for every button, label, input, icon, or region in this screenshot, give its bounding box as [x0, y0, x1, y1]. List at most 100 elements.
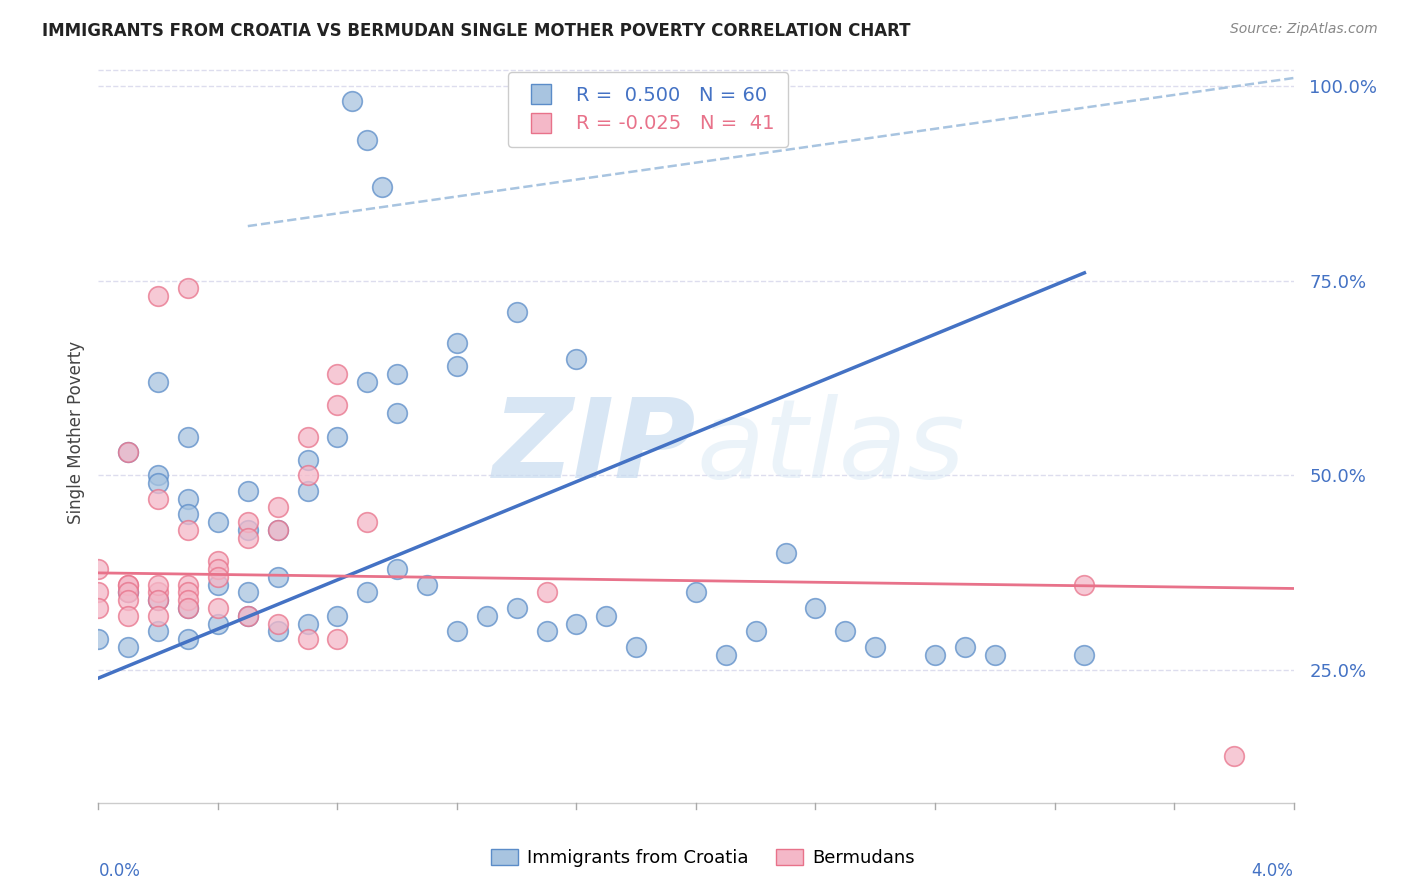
Point	[148, 476, 170, 491]
Point	[595, 608, 617, 623]
Point	[326, 367, 349, 381]
Point	[236, 515, 259, 529]
Point	[148, 375, 170, 389]
Point	[506, 601, 529, 615]
Point	[117, 608, 139, 623]
Point	[87, 562, 110, 576]
Point	[685, 585, 707, 599]
Point	[385, 562, 409, 576]
Point	[236, 608, 259, 623]
Point	[207, 515, 229, 529]
Y-axis label: Single Mother Poverty: Single Mother Poverty	[66, 341, 84, 524]
Point	[326, 398, 349, 412]
Point	[326, 632, 349, 647]
Point	[834, 624, 856, 639]
Point	[385, 367, 409, 381]
Point	[148, 468, 170, 483]
Point	[177, 281, 200, 295]
Point	[536, 585, 558, 599]
Point	[177, 491, 200, 506]
Point	[297, 429, 319, 443]
Point	[236, 531, 259, 545]
Point	[177, 523, 200, 537]
Point	[804, 601, 827, 615]
Point	[117, 585, 139, 599]
Point	[297, 453, 319, 467]
Point	[148, 593, 170, 607]
Point	[117, 445, 139, 459]
Point	[177, 508, 200, 522]
Point	[236, 585, 259, 599]
Point	[297, 616, 319, 631]
Point	[177, 601, 200, 615]
Point	[446, 359, 468, 374]
Point	[326, 608, 349, 623]
Text: 0.0%: 0.0%	[98, 862, 141, 880]
Point	[236, 523, 259, 537]
Point	[267, 500, 290, 514]
Point	[984, 648, 1007, 662]
Point	[148, 593, 170, 607]
Point	[148, 577, 170, 591]
Point	[87, 585, 110, 599]
Point	[207, 577, 229, 591]
Point	[356, 515, 378, 529]
Point	[416, 577, 439, 591]
Point	[117, 445, 139, 459]
Point	[342, 95, 364, 109]
Point	[177, 632, 200, 647]
Point	[297, 484, 319, 499]
Text: atlas: atlas	[696, 394, 965, 501]
Point	[148, 624, 170, 639]
Point	[236, 484, 259, 499]
Point	[207, 570, 229, 584]
Point	[236, 608, 259, 623]
Point	[87, 601, 110, 615]
Point	[297, 632, 319, 647]
Text: IMMIGRANTS FROM CROATIA VS BERMUDAN SINGLE MOTHER POVERTY CORRELATION CHART: IMMIGRANTS FROM CROATIA VS BERMUDAN SING…	[42, 22, 911, 40]
Point	[1073, 577, 1095, 591]
Point	[117, 640, 139, 654]
Point	[446, 336, 468, 351]
Point	[267, 570, 290, 584]
Point	[536, 624, 558, 639]
Point	[148, 585, 170, 599]
Point	[506, 305, 529, 319]
Point	[714, 648, 737, 662]
Point	[207, 562, 229, 576]
Point	[177, 593, 200, 607]
Point	[385, 406, 409, 420]
Legend: R =  0.500   N = 60, R = -0.025   N =  41: R = 0.500 N = 60, R = -0.025 N = 41	[508, 72, 789, 147]
Point	[148, 289, 170, 303]
Point	[117, 585, 139, 599]
Point	[207, 601, 229, 615]
Point	[626, 640, 648, 654]
Point	[565, 616, 588, 631]
Point	[117, 577, 139, 591]
Point	[865, 640, 887, 654]
Point	[267, 616, 290, 631]
Point	[207, 616, 229, 631]
Point	[475, 608, 498, 623]
Point	[953, 640, 976, 654]
Point	[356, 133, 378, 147]
Point	[297, 468, 319, 483]
Point	[207, 554, 229, 568]
Text: ZIP: ZIP	[492, 394, 696, 501]
Point	[177, 585, 200, 599]
Point	[177, 577, 200, 591]
Point	[924, 648, 946, 662]
Point	[565, 351, 588, 366]
Point	[267, 624, 290, 639]
Point	[148, 608, 170, 623]
Point	[446, 624, 468, 639]
Text: Source: ZipAtlas.com: Source: ZipAtlas.com	[1230, 22, 1378, 37]
Text: 4.0%: 4.0%	[1251, 862, 1294, 880]
Point	[356, 585, 378, 599]
Point	[326, 429, 349, 443]
Point	[1223, 749, 1246, 764]
Point	[1073, 648, 1095, 662]
Legend: Immigrants from Croatia, Bermudans: Immigrants from Croatia, Bermudans	[484, 841, 922, 874]
Point	[267, 523, 290, 537]
Point	[371, 180, 394, 194]
